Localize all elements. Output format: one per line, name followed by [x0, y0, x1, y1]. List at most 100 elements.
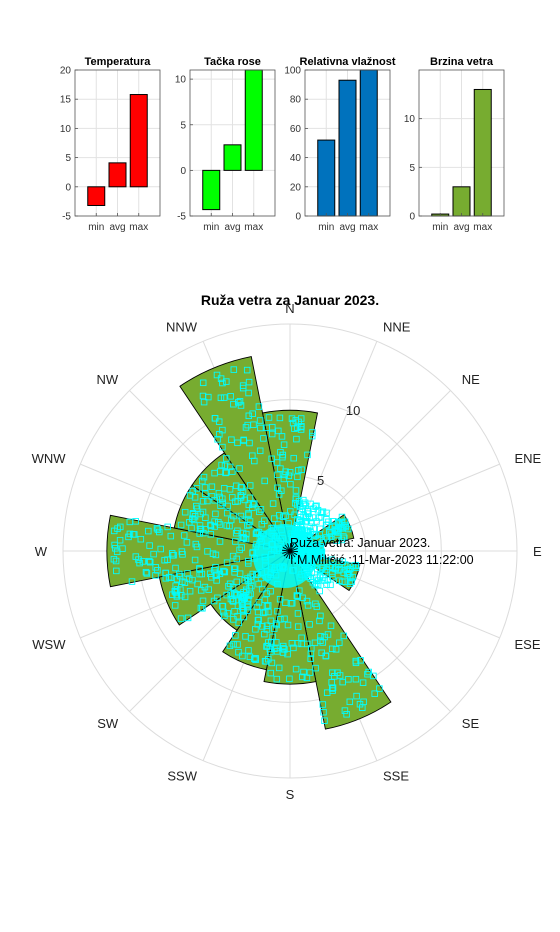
observation-marker	[233, 578, 241, 586]
observation-marker	[286, 675, 293, 683]
observation-marker	[245, 501, 253, 509]
observation-marker	[205, 393, 212, 401]
observation-marker	[244, 607, 251, 615]
direction-label-WSW: WSW	[32, 637, 66, 652]
observation-marker	[152, 572, 159, 579]
observation-marker	[322, 652, 330, 660]
observation-marker	[165, 573, 173, 581]
observation-marker	[282, 512, 289, 519]
observation-marker	[143, 570, 151, 577]
y-tick-label: 5	[180, 120, 186, 131]
observation-marker	[172, 582, 179, 589]
observation-marker	[343, 711, 350, 718]
observation-marker	[153, 524, 161, 532]
observation-marker	[267, 648, 274, 656]
sector-NNW	[179, 356, 291, 552]
observation-marker	[326, 563, 333, 570]
observation-marker	[287, 508, 294, 515]
observation-marker	[222, 469, 229, 477]
observation-marker	[216, 570, 224, 578]
observation-marker	[239, 652, 246, 660]
observation-marker	[346, 580, 354, 587]
observation-marker	[213, 371, 221, 379]
observation-marker	[169, 552, 176, 559]
direction-label-SSE: SSE	[383, 769, 409, 784]
observation-marker	[292, 487, 300, 494]
bar-max	[244, 69, 263, 171]
observation-marker	[207, 521, 214, 529]
observation-marker	[345, 566, 353, 573]
observation-marker	[237, 402, 245, 409]
observation-marker	[263, 602, 271, 610]
observation-marker	[239, 384, 247, 392]
observation-marker	[323, 534, 330, 541]
observation-marker	[232, 498, 239, 505]
observation-marker	[223, 522, 231, 529]
observation-marker	[224, 502, 231, 510]
observation-marker	[297, 518, 304, 526]
observation-marker	[207, 531, 215, 538]
observation-marker	[200, 398, 208, 406]
observation-marker	[145, 527, 152, 535]
observation-marker	[186, 587, 194, 595]
observation-marker	[293, 435, 300, 443]
observation-marker	[279, 453, 286, 461]
observation-marker	[340, 632, 348, 640]
observation-marker	[111, 541, 118, 549]
observation-marker	[318, 556, 326, 564]
observation-marker	[215, 418, 223, 425]
observation-marker	[269, 500, 277, 507]
observation-marker	[232, 538, 239, 545]
observation-marker	[202, 490, 209, 497]
direction-label-NE: NE	[462, 372, 480, 387]
observation-marker	[298, 634, 305, 642]
observation-marker	[196, 522, 204, 529]
observation-marker	[126, 530, 134, 538]
observation-marker	[212, 572, 220, 579]
observation-marker	[255, 580, 262, 588]
observation-marker	[180, 532, 188, 539]
observation-marker	[323, 581, 330, 588]
y-tick-label: 60	[290, 124, 302, 135]
observation-marker	[287, 480, 294, 488]
observation-marker	[328, 530, 335, 537]
observation-marker	[336, 639, 343, 647]
observation-marker	[335, 519, 342, 526]
observation-marker	[181, 593, 189, 601]
bar-avg	[338, 79, 357, 217]
observation-marker	[237, 492, 245, 499]
observation-marker	[346, 698, 354, 706]
observation-marker	[318, 509, 325, 517]
observation-marker	[364, 670, 371, 678]
radial-tick-label: 5	[317, 473, 324, 488]
observation-marker	[221, 612, 228, 620]
star-ray	[283, 550, 291, 557]
observation-marker	[226, 486, 234, 493]
observation-marker	[201, 583, 209, 591]
observation-marker	[286, 469, 294, 476]
star-ray	[288, 550, 291, 560]
observation-marker	[221, 568, 229, 576]
observation-marker	[199, 379, 207, 387]
observation-marker	[264, 602, 272, 609]
observation-marker	[275, 491, 283, 498]
observation-marker	[297, 513, 304, 521]
observation-marker	[240, 589, 247, 596]
observation-marker	[285, 472, 293, 480]
direction-label-W: W	[35, 544, 48, 559]
observation-marker	[113, 548, 121, 556]
observation-marker	[230, 400, 237, 408]
observation-marker	[314, 577, 322, 584]
y-tick-label: 80	[290, 95, 302, 106]
observation-marker	[304, 451, 311, 459]
observation-marker	[223, 509, 231, 517]
observation-marker	[305, 527, 312, 534]
observation-marker	[319, 508, 327, 515]
y-tick-label: 20	[60, 66, 72, 77]
wind-rose-chart: 510NNNENEENEEESESESSESSSWSWWSWWWNWNWNNWR…	[32, 292, 542, 802]
y-tick-label: 5	[409, 163, 415, 174]
observation-marker	[316, 544, 324, 552]
observation-marker	[332, 646, 340, 653]
observation-marker	[223, 559, 231, 566]
observation-marker	[231, 565, 238, 572]
